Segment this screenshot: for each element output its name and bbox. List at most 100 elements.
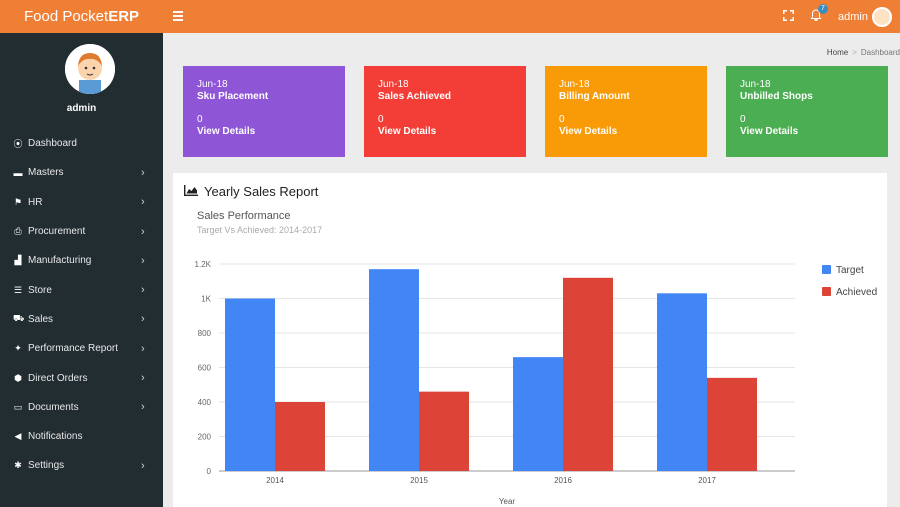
user-menu[interactable]: admin xyxy=(838,6,892,27)
sidebar-item-label: Documents xyxy=(28,401,79,413)
sidebar-item-manufacturing[interactable]: ▟ Manufacturing › xyxy=(0,246,163,275)
folder-icon: ▭ xyxy=(13,401,23,412)
legend-label-achieved: Achieved xyxy=(836,287,877,298)
card-value: 0 xyxy=(740,114,746,125)
sidebar: admin ⦿ Dashboard ▬ Masters › ⚑ HR › ⎙ Procuremen… xyxy=(0,33,163,507)
x-tick-label: 2017 xyxy=(698,476,716,485)
sidebar-item-label: Procurement xyxy=(28,226,86,238)
sidebar-item-label: Manufacturing xyxy=(28,255,92,267)
chevron-right-icon: › xyxy=(141,284,145,297)
chevron-right-icon: › xyxy=(141,372,145,385)
sidebar-item-store[interactable]: ☰ Store › xyxy=(0,275,163,304)
chevron-right-icon: › xyxy=(141,166,145,179)
sidebar-menu: ⦿ Dashboard ▬ Masters › ⚑ HR › ⎙ Procurement › ▟ Man… xyxy=(0,129,163,481)
sidebar-item-settings[interactable]: ✱ Settings › xyxy=(0,451,163,480)
bar-achieved-2015 xyxy=(419,391,469,471)
y-tick-label: 0 xyxy=(207,467,212,476)
sidebar-item-hr[interactable]: ⚑ HR › xyxy=(0,188,163,217)
card-title: Sales Achieved xyxy=(378,91,452,102)
sales-bar-chart: 0 200 400 600 800 1K 1.2K 2014 2015 2016 2017 Year T… xyxy=(195,260,878,506)
y-tick-label: 600 xyxy=(198,364,212,373)
card-sales-achieved: Jun-18 Sales Achieved 0 View Details xyxy=(364,66,526,157)
x-tick-label: 2016 xyxy=(554,476,572,485)
area-chart-icon xyxy=(184,184,198,199)
notification-count-badge: 7 xyxy=(818,4,828,14)
top-navbar: Food Pocket ERP 7 admin xyxy=(0,0,900,33)
cube-icon: ⬢ xyxy=(14,372,22,383)
y-tick-label: 400 xyxy=(198,398,212,407)
sidebar-item-documents[interactable]: ▭ Documents › xyxy=(0,393,163,422)
sidebar-item-label: Settings xyxy=(28,460,65,472)
dashboard-icon: ⦿ xyxy=(13,139,23,150)
panel-title-text: Yearly Sales Report xyxy=(204,184,319,199)
notifications-bell-icon[interactable]: 7 xyxy=(810,4,828,24)
gift-icon: ✦ xyxy=(14,343,22,354)
industry-icon: ▟ xyxy=(14,255,22,266)
sidebar-item-label: Notifications xyxy=(28,431,83,443)
x-axis-label: Year xyxy=(499,497,516,506)
card-view-details-link[interactable]: View Details xyxy=(197,126,256,137)
panel-title: Yearly Sales Report xyxy=(184,184,318,199)
chevron-right-icon: › xyxy=(141,342,145,355)
bar-achieved-2014 xyxy=(275,402,325,471)
breadcrumb: Home > Dashboard xyxy=(827,48,900,57)
sidebar-item-label: Sales xyxy=(28,313,54,325)
y-tick-label: 200 xyxy=(198,433,212,442)
card-sku-placement: Jun-18 Sku Placement 0 View Details xyxy=(183,66,345,157)
breadcrumb-current: Dashboard xyxy=(860,48,900,57)
sidebar-user-name: admin xyxy=(66,103,97,114)
chevron-right-icon: › xyxy=(141,196,145,209)
sidebar-item-sales[interactable]: ⛟ Sales › xyxy=(0,305,163,334)
chevron-right-icon: › xyxy=(141,254,145,267)
briefcase-icon: ▬ xyxy=(13,167,23,178)
x-tick-label: 2014 xyxy=(266,476,284,485)
sidebar-item-masters[interactable]: ▬ Masters › xyxy=(0,158,163,187)
chevron-right-icon: › xyxy=(141,313,145,326)
y-tick-label: 1K xyxy=(201,295,211,304)
card-period: Jun-18 xyxy=(197,79,228,90)
chart-subtitle: Target Vs Achieved: 2014-2017 xyxy=(197,225,323,235)
sidebar-item-notifications[interactable]: ◀ Notifications xyxy=(0,422,163,451)
sidebar-toggle-icon[interactable] xyxy=(173,11,183,21)
sidebar-item-procurement[interactable]: ⎙ Procurement › xyxy=(0,217,163,246)
bullhorn-icon: ◀ xyxy=(14,431,22,442)
brand-logo[interactable]: Food Pocket ERP xyxy=(0,0,163,33)
card-title: Unbilled Shops xyxy=(740,91,813,102)
card-value: 0 xyxy=(378,114,384,125)
sidebar-item-label: Performance Report xyxy=(28,343,119,355)
legend-label-target: Target xyxy=(836,265,864,276)
chevron-right-icon: › xyxy=(141,225,145,238)
card-view-details-link[interactable]: View Details xyxy=(740,126,799,137)
breadcrumb-home[interactable]: Home xyxy=(826,48,849,57)
card-title: Sku Placement xyxy=(197,91,269,102)
sidebar-avatar xyxy=(65,44,115,94)
card-title: Billing Amount xyxy=(559,91,630,102)
sidebar-item-label: Store xyxy=(28,284,52,296)
chart-title: Sales Performance xyxy=(197,210,291,222)
card-value: 0 xyxy=(197,114,203,125)
brand-name: Food Pocket xyxy=(23,8,109,25)
flag-icon: ⚑ xyxy=(13,196,23,207)
card-billing-amount: Jun-18 Billing Amount 0 View Details xyxy=(545,66,707,157)
card-period: Jun-18 xyxy=(559,79,590,90)
fullscreen-icon[interactable] xyxy=(783,9,795,24)
card-view-details-link[interactable]: View Details xyxy=(378,126,437,137)
card-view-details-link[interactable]: View Details xyxy=(559,126,618,137)
sidebar-item-direct-orders[interactable]: ⬢ Direct Orders › xyxy=(0,363,163,392)
chevron-right-icon: › xyxy=(141,401,145,414)
bar-target-2015 xyxy=(369,269,419,471)
cart-icon: ⛟ xyxy=(13,313,25,324)
sidebar-item-dashboard[interactable]: ⦿ Dashboard xyxy=(0,129,163,158)
legend-swatch-target xyxy=(822,265,831,274)
sidebar-item-label: Direct Orders xyxy=(28,372,88,384)
x-tick-label: 2015 xyxy=(410,476,428,485)
sidebar-item-performance-report[interactable]: ✦ Performance Report › xyxy=(0,334,163,363)
bar-achieved-2016 xyxy=(563,277,613,471)
y-tick-label: 800 xyxy=(198,329,212,338)
sidebar-item-label: Masters xyxy=(28,167,64,179)
bar-target-2017 xyxy=(657,293,707,471)
user-name: admin xyxy=(838,10,868,23)
card-unbilled-shops: Jun-18 Unbilled Shops 0 View Details xyxy=(726,66,888,157)
legend-swatch-achieved xyxy=(822,287,831,296)
breadcrumb-separator: > xyxy=(852,48,857,57)
